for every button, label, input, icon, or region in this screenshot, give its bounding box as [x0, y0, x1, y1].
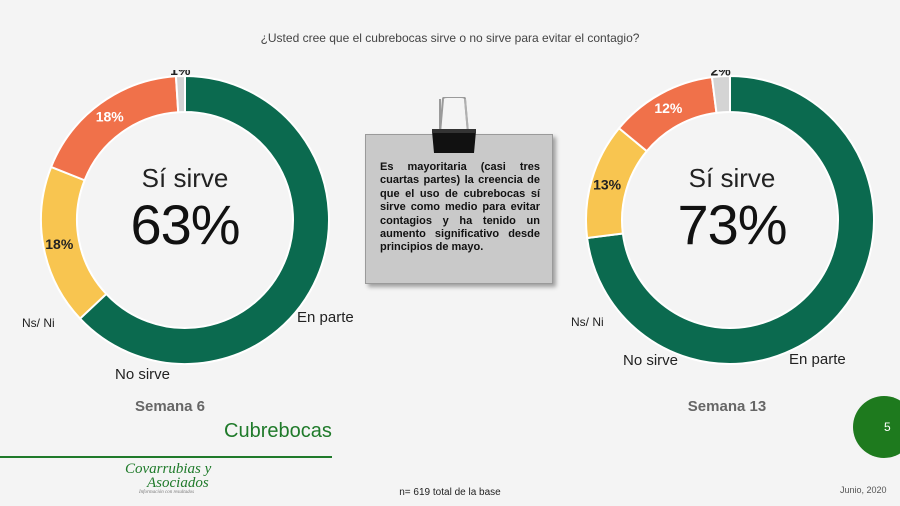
center-label-1: Sí sirve: [141, 163, 229, 193]
week-label-2: Semana 13: [687, 398, 767, 415]
slice-value-label-en-parte-1: 18%: [45, 236, 74, 252]
center-value-2: 73%: [677, 193, 787, 256]
category-label-en-parte-2: En parte: [789, 351, 846, 368]
page-number: 5: [884, 420, 891, 434]
date-label: Junio, 2020: [840, 485, 887, 495]
week-label-1: Semana 6: [134, 398, 206, 415]
logo-line2: Asociados: [147, 475, 209, 491]
donut-slice-si-sirve-1: [78, 74, 330, 365]
binder-clip-icon: [432, 97, 476, 153]
company-logo: Covarrubias y Asociados Información con …: [125, 461, 225, 496]
category-label-nsni-1: Ns/ Ni: [22, 316, 55, 330]
sample-size-note: n= 619 total de la base: [399, 487, 501, 498]
section-divider: [0, 456, 332, 458]
note-card: Es mayoritaria (casi tres cuartas partes…: [365, 134, 553, 284]
slice-value-label-en-parte-2: 13%: [593, 176, 622, 192]
center-value-1: 63%: [130, 193, 240, 256]
slice-value-label-ns-ni-1: 1%: [170, 70, 191, 78]
slice-value-label-ns-ni-2: 2%: [710, 70, 731, 78]
donut-slice-ns-ni-1: [174, 74, 186, 114]
donut-chart-semana-6: 18% 18% 1%: [40, 70, 330, 365]
center-label-2: Sí sirve: [688, 163, 776, 193]
donut-slice-ns-ni-2: [710, 74, 731, 114]
slice-value-label-no-sirve-1: 18%: [96, 108, 125, 124]
category-label-nsni-2: Ns/ Ni: [571, 315, 604, 329]
category-label-no-sirve-1: No sirve: [115, 366, 171, 383]
survey-question: ¿Usted cree que el cubrebocas sirve o no…: [260, 31, 640, 45]
category-label-en-parte-1: En parte: [297, 309, 354, 326]
donut-slice-si-sirve-2: [586, 74, 875, 365]
page-number-badge: [853, 396, 900, 458]
logo-tagline: Información con resultados: [139, 490, 195, 495]
donut-chart-semana-13: 13% 12% 2%: [585, 70, 875, 365]
logo-line1: Covarrubias y: [125, 461, 212, 477]
section-title: Cubrebocas: [224, 420, 332, 442]
slice-value-label-no-sirve-2: 12%: [654, 100, 683, 116]
category-label-no-sirve-2: No sirve: [623, 352, 679, 369]
